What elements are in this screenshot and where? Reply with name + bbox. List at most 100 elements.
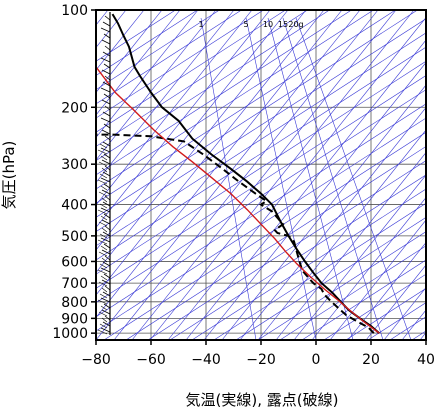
wind-barb [100, 275, 108, 281]
x-tick-label: 0 [312, 352, 321, 368]
mixing-ratio-line [267, 17, 354, 340]
wind-barb [102, 231, 111, 237]
wind-barb [100, 155, 108, 161]
mixing-ratio-line [295, 17, 412, 340]
wind-barb [102, 321, 111, 327]
x-tick-label: 20 [362, 352, 380, 368]
reference-line [96, 10, 163, 93]
wind-barb [100, 327, 111, 333]
wind-barb [102, 111, 111, 117]
wind-barb [100, 117, 111, 123]
reference-line [293, 174, 426, 340]
wind-barb [99, 203, 108, 209]
wind-barb [104, 135, 111, 141]
reference-line [96, 10, 264, 119]
wind-barb [103, 123, 111, 129]
reference-line [213, 202, 426, 340]
reference-line [96, 10, 271, 228]
series-2-solid [96, 66, 380, 334]
reference-line [96, 10, 199, 138]
wind-barb [100, 207, 111, 213]
reference-line [96, 60, 426, 275]
reference-line [96, 10, 145, 71]
wind-barb [104, 285, 111, 291]
wind-barb [101, 159, 111, 165]
reference-line [383, 287, 426, 340]
reference-line [96, 10, 418, 218]
reference-line [96, 10, 330, 162]
wind-barb [101, 219, 111, 225]
reference-line [131, 10, 397, 340]
reference-lines [96, 10, 426, 340]
reference-line [149, 10, 415, 340]
wind-barb [103, 153, 111, 159]
wind-barb [102, 21, 111, 27]
wind-barb [101, 99, 111, 105]
wind-barb [101, 69, 111, 75]
wind-barb [103, 93, 111, 99]
wind-barb [101, 317, 108, 323]
wind-barb [101, 197, 108, 203]
wind-barb [100, 267, 111, 273]
wind-barb [101, 167, 108, 173]
reference-line [96, 10, 325, 296]
wind-barb [102, 261, 111, 267]
y-tick-label: 900 [61, 311, 88, 327]
wind-barb [104, 45, 111, 51]
wind-barb [99, 233, 108, 239]
reference-line [96, 10, 374, 190]
wind-barb [104, 165, 111, 171]
mixing-ratio-labels: 1 5 10 15 20g [198, 20, 303, 29]
y-tick-label: 300 [61, 157, 88, 173]
reference-line [239, 107, 426, 340]
wind-barb [102, 201, 111, 207]
reference-line [96, 10, 396, 204]
wind-barb [101, 309, 111, 315]
wind-barb [101, 129, 111, 135]
wind-barb [100, 27, 111, 33]
wind-barb [104, 105, 111, 111]
wind-barb [101, 249, 111, 255]
wind-barb [103, 33, 111, 39]
mixing-ratio-label: 1 [198, 20, 203, 29]
reference-line [311, 197, 426, 340]
mixing-ratio-line [200, 17, 257, 340]
wind-barb [103, 243, 111, 249]
wind-barb [103, 63, 111, 69]
reference-line [167, 17, 426, 340]
wind-barb [100, 57, 111, 63]
wind-barb [104, 195, 111, 201]
reference-line [96, 89, 426, 303]
reference-line [323, 273, 426, 340]
reference-line [96, 10, 242, 105]
wind-barb [100, 177, 111, 183]
grid-layer [95, 9, 427, 340]
wind-barb [99, 323, 108, 329]
reference-line [96, 117, 426, 332]
reference-line [365, 264, 426, 340]
reference-line [411, 330, 426, 340]
wind-barb [100, 297, 111, 303]
wind-barb [103, 183, 111, 189]
wind-barb [104, 255, 111, 261]
wind-barb [98, 251, 108, 257]
wind-barb [102, 171, 111, 177]
wind-barb [100, 185, 108, 191]
reference-line [96, 10, 352, 176]
wind-barb [103, 213, 111, 219]
wind-barb [103, 273, 111, 279]
wind-barb [99, 143, 108, 149]
x-tick-label: −80 [81, 352, 111, 368]
wind-barb [97, 209, 108, 215]
wind-barb [97, 239, 108, 245]
reference-line [96, 10, 307, 273]
reference-line [103, 131, 426, 340]
x-axis-label: 気温(実線), 露点(破線) [186, 391, 339, 409]
mixing-ratio-line [245, 17, 317, 340]
wind-barb [101, 257, 108, 263]
reference-line [96, 10, 217, 161]
reference-line [235, 217, 426, 340]
reference-line [191, 188, 426, 340]
y-tick-label: 1000 [52, 326, 88, 342]
